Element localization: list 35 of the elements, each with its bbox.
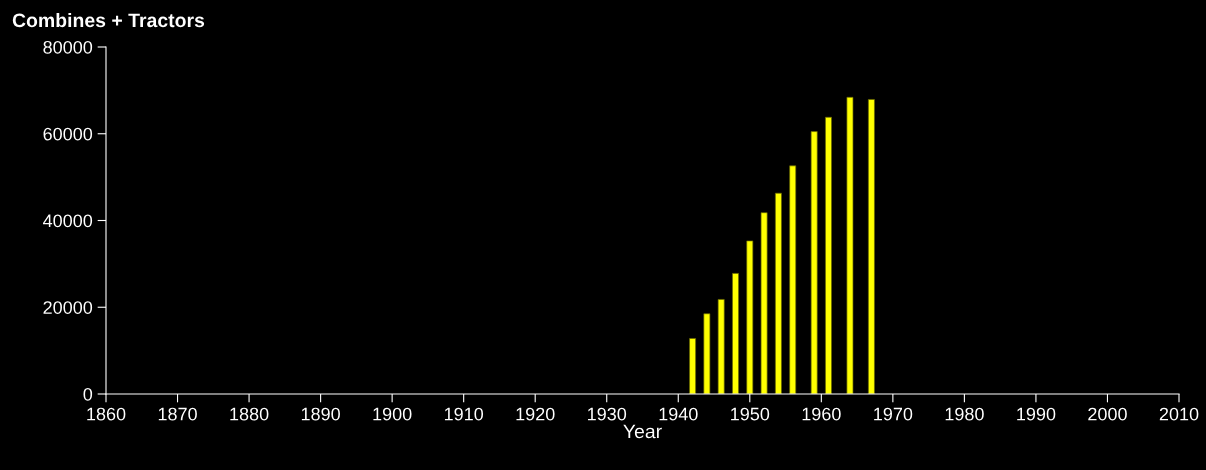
bar <box>789 165 797 394</box>
bar <box>732 273 739 394</box>
y-tick-label: 20000 <box>43 301 93 314</box>
bar <box>746 240 754 394</box>
x-tick-label: 1860 <box>87 407 126 421</box>
x-tick-label: 1960 <box>802 407 841 421</box>
x-axis-title: Year <box>623 424 662 439</box>
x-tick-label: 1950 <box>731 407 770 421</box>
x-tick-label: 1880 <box>230 407 269 421</box>
x-tick-label: 2000 <box>1088 407 1127 421</box>
bar <box>810 131 818 394</box>
x-tick-label: 1890 <box>301 407 340 421</box>
x-tick-label: 1980 <box>945 407 984 421</box>
y-tick-label: 80000 <box>43 40 93 54</box>
x-tick-label: 1940 <box>659 407 698 421</box>
bar <box>868 99 875 394</box>
bar <box>717 299 725 394</box>
x-tick-label: 1970 <box>874 407 913 421</box>
chart-title: Combines + Tractors <box>12 12 205 28</box>
bar <box>689 338 696 394</box>
x-tick-label: 1910 <box>444 407 484 421</box>
bar <box>825 116 832 394</box>
x-tick-label: 1870 <box>158 407 197 421</box>
bar <box>846 96 854 394</box>
x-tick-label: 1990 <box>1017 407 1056 421</box>
x-tick-label: 1930 <box>588 407 627 421</box>
x-tick-label: 1920 <box>516 407 555 421</box>
bar <box>775 192 782 394</box>
x-tick-label: 1900 <box>373 407 412 421</box>
y-tick-label: 40000 <box>43 214 93 228</box>
y-tick-label: 0 <box>83 387 93 401</box>
bar <box>703 313 711 394</box>
y-tick-label: 60000 <box>43 127 93 141</box>
bar <box>760 212 768 394</box>
x-tick-label: 2010 <box>1159 407 1199 421</box>
